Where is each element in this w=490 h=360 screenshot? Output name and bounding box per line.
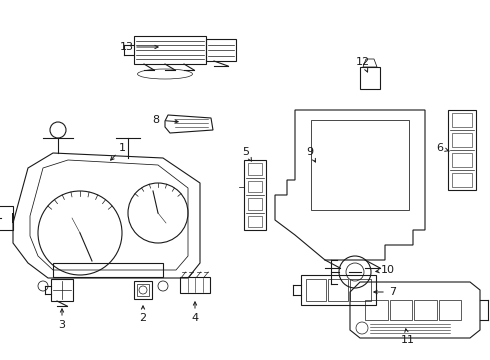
Bar xyxy=(300,275,375,305)
Bar xyxy=(452,153,472,167)
Bar xyxy=(244,160,266,230)
Bar xyxy=(390,300,412,320)
Bar xyxy=(365,300,388,320)
Bar xyxy=(53,263,163,277)
Text: 2: 2 xyxy=(140,313,147,323)
Bar xyxy=(134,281,152,299)
Bar xyxy=(206,39,236,61)
Text: 13: 13 xyxy=(120,42,134,52)
Bar xyxy=(51,279,73,301)
Bar xyxy=(452,113,472,127)
Text: 7: 7 xyxy=(390,287,396,297)
Bar xyxy=(439,300,461,320)
Bar xyxy=(414,300,437,320)
Bar xyxy=(248,198,262,210)
Text: 5: 5 xyxy=(243,147,249,157)
Bar xyxy=(137,284,149,296)
Bar xyxy=(360,67,380,89)
Text: 3: 3 xyxy=(58,320,66,330)
Bar xyxy=(328,279,348,301)
Text: 1: 1 xyxy=(119,143,125,153)
Bar xyxy=(452,173,472,187)
Bar xyxy=(452,133,472,147)
Bar xyxy=(248,216,262,227)
Bar xyxy=(248,163,262,175)
Text: 10: 10 xyxy=(381,265,395,275)
Bar xyxy=(248,180,262,192)
Bar xyxy=(311,120,409,210)
Text: 8: 8 xyxy=(152,115,160,125)
Text: 12: 12 xyxy=(356,57,370,67)
Bar xyxy=(448,110,476,190)
Bar xyxy=(350,279,370,301)
Text: 11: 11 xyxy=(401,335,415,345)
Bar xyxy=(180,277,210,293)
Bar xyxy=(0,206,13,230)
Text: 6: 6 xyxy=(437,143,443,153)
Bar xyxy=(305,279,326,301)
Text: 4: 4 xyxy=(192,313,198,323)
Bar xyxy=(134,36,206,64)
Text: 9: 9 xyxy=(306,147,314,157)
